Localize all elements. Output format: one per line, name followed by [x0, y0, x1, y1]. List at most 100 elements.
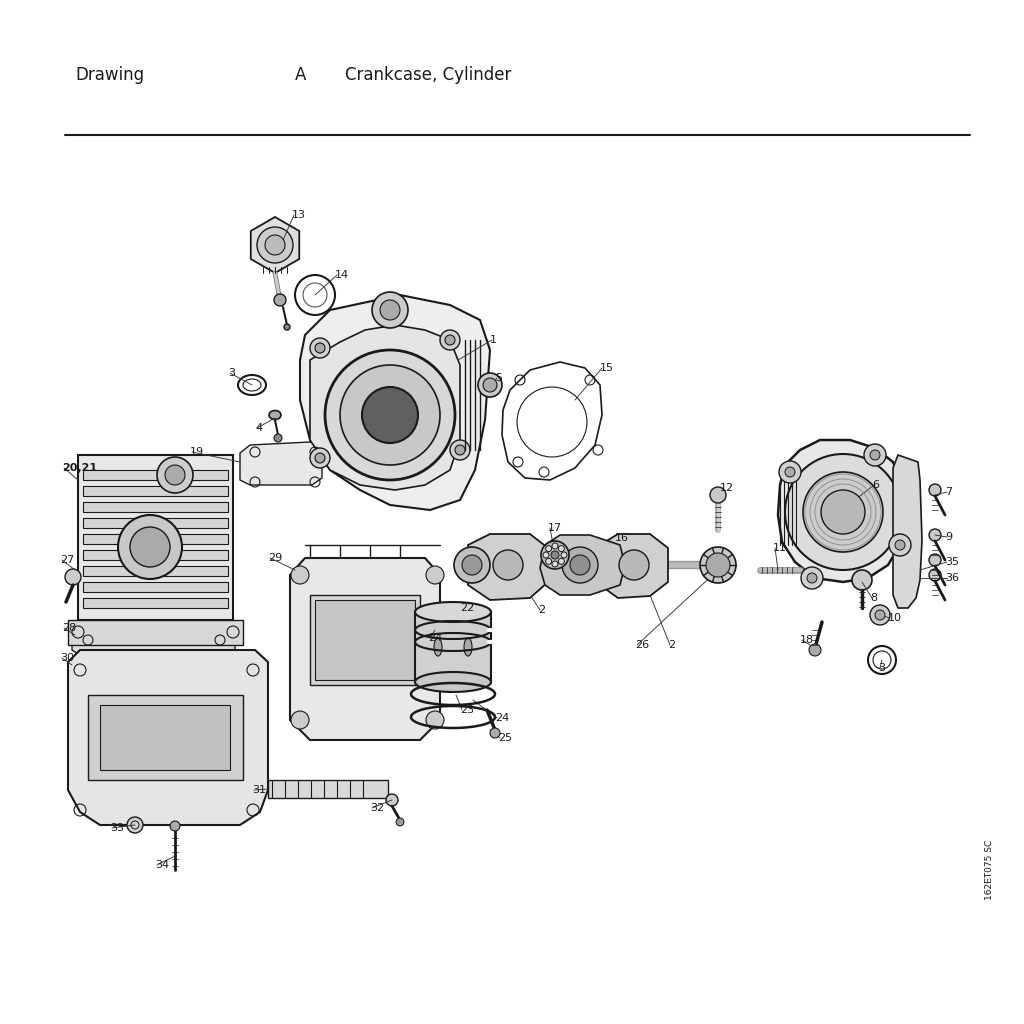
- Circle shape: [340, 365, 440, 465]
- Text: 12: 12: [720, 483, 734, 493]
- Circle shape: [325, 350, 455, 480]
- Circle shape: [130, 527, 170, 567]
- Text: 17: 17: [548, 523, 562, 534]
- Text: 11: 11: [773, 543, 787, 553]
- Circle shape: [493, 550, 523, 580]
- Ellipse shape: [415, 672, 490, 692]
- Bar: [88, 695, 243, 780]
- Circle shape: [165, 465, 185, 485]
- Text: 24: 24: [428, 633, 442, 643]
- Text: 8: 8: [870, 593, 878, 603]
- Bar: [83, 518, 228, 528]
- Circle shape: [445, 335, 455, 345]
- Text: 13: 13: [292, 210, 306, 220]
- Text: 6: 6: [872, 480, 879, 490]
- Text: 10: 10: [888, 613, 902, 623]
- Circle shape: [257, 227, 293, 263]
- Circle shape: [870, 605, 890, 625]
- Bar: [310, 595, 420, 685]
- Circle shape: [929, 569, 941, 581]
- Text: 31: 31: [252, 785, 266, 795]
- Circle shape: [929, 529, 941, 541]
- Circle shape: [558, 546, 564, 552]
- Text: 24: 24: [495, 713, 509, 723]
- Bar: [83, 566, 228, 575]
- Circle shape: [454, 547, 490, 583]
- Polygon shape: [600, 534, 668, 598]
- Circle shape: [310, 449, 330, 468]
- Circle shape: [483, 378, 497, 392]
- Circle shape: [809, 644, 821, 656]
- Bar: [415, 612, 490, 682]
- Text: 2: 2: [538, 605, 545, 615]
- Text: Drawing: Drawing: [75, 66, 144, 84]
- Text: 33: 33: [110, 823, 124, 833]
- Text: 19: 19: [190, 447, 204, 457]
- Text: 16: 16: [615, 534, 629, 543]
- Text: 5: 5: [495, 373, 502, 383]
- Text: 3: 3: [878, 663, 885, 673]
- Circle shape: [779, 461, 801, 483]
- Text: 34: 34: [155, 860, 169, 870]
- Polygon shape: [251, 217, 299, 273]
- Circle shape: [706, 553, 730, 577]
- Circle shape: [462, 555, 482, 575]
- Circle shape: [315, 343, 325, 353]
- Circle shape: [700, 547, 736, 583]
- Circle shape: [852, 570, 872, 590]
- Bar: [83, 598, 228, 608]
- Text: 36: 36: [945, 573, 959, 583]
- Bar: [83, 582, 228, 592]
- Text: A: A: [295, 66, 306, 84]
- Circle shape: [551, 551, 559, 559]
- Text: 9: 9: [945, 532, 952, 542]
- Polygon shape: [540, 535, 625, 595]
- Text: 32: 32: [370, 803, 384, 813]
- Circle shape: [870, 450, 880, 460]
- Bar: [83, 502, 228, 512]
- Circle shape: [291, 566, 309, 584]
- Circle shape: [889, 534, 911, 556]
- Circle shape: [455, 445, 465, 455]
- Text: 2: 2: [668, 640, 675, 650]
- Text: 7: 7: [945, 487, 952, 497]
- Circle shape: [552, 561, 558, 567]
- Text: 162ET075 SC: 162ET075 SC: [985, 840, 994, 900]
- Bar: [78, 455, 233, 620]
- Circle shape: [929, 554, 941, 566]
- Circle shape: [170, 821, 180, 831]
- Ellipse shape: [464, 638, 472, 656]
- Polygon shape: [68, 620, 243, 645]
- Text: 35: 35: [945, 557, 959, 567]
- Circle shape: [118, 515, 182, 579]
- Polygon shape: [893, 455, 922, 608]
- Circle shape: [785, 454, 901, 570]
- Circle shape: [386, 794, 398, 806]
- Text: 1: 1: [490, 335, 497, 345]
- Bar: [83, 486, 228, 496]
- Text: 14: 14: [335, 270, 349, 280]
- Bar: [83, 550, 228, 560]
- Circle shape: [440, 330, 460, 350]
- Circle shape: [274, 434, 282, 442]
- Circle shape: [546, 558, 552, 564]
- Polygon shape: [240, 442, 322, 485]
- Text: Crankcase, Cylinder: Crankcase, Cylinder: [345, 66, 511, 84]
- Polygon shape: [72, 624, 234, 655]
- Polygon shape: [290, 558, 440, 740]
- Circle shape: [552, 543, 558, 549]
- Circle shape: [821, 490, 865, 534]
- Circle shape: [785, 467, 795, 477]
- Circle shape: [426, 566, 444, 584]
- Bar: [83, 534, 228, 544]
- Text: 23: 23: [460, 705, 474, 715]
- Text: 28: 28: [62, 623, 76, 633]
- Circle shape: [265, 234, 285, 255]
- Circle shape: [274, 294, 286, 306]
- Circle shape: [874, 610, 885, 620]
- Polygon shape: [310, 325, 460, 490]
- Polygon shape: [300, 295, 490, 510]
- Circle shape: [803, 472, 883, 552]
- Text: 18: 18: [800, 635, 814, 645]
- Circle shape: [396, 818, 404, 826]
